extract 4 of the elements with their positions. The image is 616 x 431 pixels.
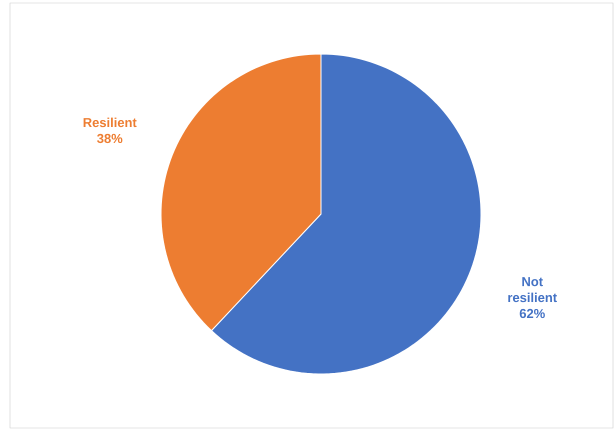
data-label: 38% xyxy=(97,134,122,144)
slice-label: Resilient xyxy=(84,118,137,128)
data-label: 62% xyxy=(520,308,545,318)
slice-label: Not resilient xyxy=(508,277,557,302)
